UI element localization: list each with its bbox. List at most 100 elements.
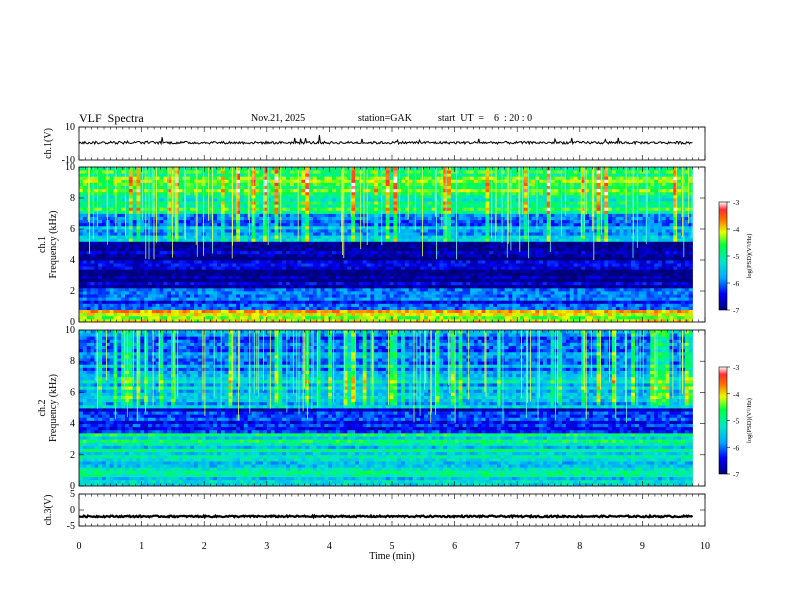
spectrogram-cell [247,263,252,267]
spectrogram-cell [117,201,122,205]
spectrogram-cell [289,219,295,224]
spectrogram-cell [121,275,126,279]
spectrogram-cell [247,222,252,227]
spectrogram-cell [339,291,344,295]
spectrogram-cell [159,235,164,239]
spectrogram-cell [117,250,122,255]
spectrogram-cell [102,173,107,177]
spectrogram-cell [439,263,444,267]
spectrogram-cell [213,219,218,224]
spectrogram-cell [447,222,452,227]
spectrogram-cell [358,256,364,261]
spectrogram-cell [416,222,421,227]
spectrogram-cell [259,269,264,273]
spectrogram-cell [370,244,375,248]
spectrogram-cell [232,284,237,289]
spectrogram-cell [148,182,153,186]
spectrogram-cell [454,191,459,196]
spectrogram-cell [320,244,325,248]
spectrogram-cell [301,170,306,174]
spectrogram-cell [251,229,256,233]
spectrogram-cell [171,309,176,314]
spectrogram-cell [121,238,126,242]
spectrogram-cell [251,253,256,258]
spectrogram-cell [178,284,183,289]
spectrogram-cell [343,306,348,310]
spectrogram-cell [79,173,84,177]
spectrogram-cell [362,219,367,224]
spectrogram-cell [151,300,157,304]
spectrogram-cell [247,300,252,304]
spectrogram-cell [167,244,172,248]
spectrogram-cell [378,213,383,217]
spectrogram-cell [381,179,387,183]
spectrogram-cell [132,225,137,230]
spectrogram-cell [79,244,84,248]
spectrogram-cell [90,213,95,217]
spectrogram-cell [205,170,210,174]
spectrogram-cell [312,207,318,211]
spectrogram-cell [94,204,99,208]
spectrogram-cell [263,312,268,317]
spectrogram-cell [167,309,172,314]
spectrogram-cell [220,250,226,255]
spectrogram-cell [408,306,413,310]
spectrogram-cell [424,300,429,304]
spectrogram-cell [128,225,134,230]
spectrogram-cell [140,238,145,242]
spectrogram-cell [232,260,237,264]
spectrogram-cell [435,253,440,258]
spectrogram-cell [416,232,421,236]
spectrogram-cell [98,173,103,177]
spectrogram-cell [128,204,134,208]
spectrogram-cell [385,188,390,193]
spectrogram-cell [125,247,130,252]
spectrogram-cell [136,201,141,205]
spectrogram-cell [301,185,306,190]
spectrogram-cell [431,179,436,183]
spectrogram-cell [282,306,287,310]
spectrogram-cell [316,263,321,267]
spectrogram-cell [378,269,383,273]
spectrogram-cell [132,303,137,307]
spectrogram-cell [286,297,291,301]
spectrogram-cell [224,306,229,310]
spectrogram-cell [424,198,429,202]
spectrogram-cell [132,176,137,180]
spectrogram-cell [385,266,390,270]
spectrogram-cell [167,266,172,270]
spectrogram-cell [247,241,252,245]
spectrogram-cell [255,194,260,199]
spectrogram-cell [447,278,452,283]
spectrogram-cell [121,294,126,298]
spectrogram-cell [404,219,410,224]
spectrogram-cell [328,225,333,230]
spectrogram-cell [431,182,436,186]
spectrogram-cell [79,247,84,252]
spectrogram-cell [370,272,375,276]
spectrogram-cell [312,219,318,224]
spectrogram-cell [343,179,348,183]
spectrogram-cell [121,232,126,236]
spectrogram-cell [270,182,275,186]
spectrogram-cell [439,241,444,245]
spectrogram-cell [194,309,199,314]
spectrogram-cell [105,198,111,202]
spectrogram-cell [397,275,402,279]
spectrogram-cell [163,297,168,301]
spectrogram-cell [155,238,160,242]
spectrogram-cell [190,229,195,233]
spectrogram-cell [458,232,463,236]
spectrogram-cell [401,182,406,186]
spectrogram-cell [412,232,417,236]
spectrogram-cell [324,167,329,171]
spectrogram-cell [324,256,329,261]
spectrogram-cell [82,170,88,174]
spectrogram-cell [224,198,229,202]
spectrogram-cell [347,191,352,196]
spectrogram-cell [98,297,103,301]
spectrogram-cell [236,266,241,270]
spectrogram-cell [412,303,417,307]
spectrogram-cell [320,284,325,289]
spectrogram-cell [347,269,352,273]
